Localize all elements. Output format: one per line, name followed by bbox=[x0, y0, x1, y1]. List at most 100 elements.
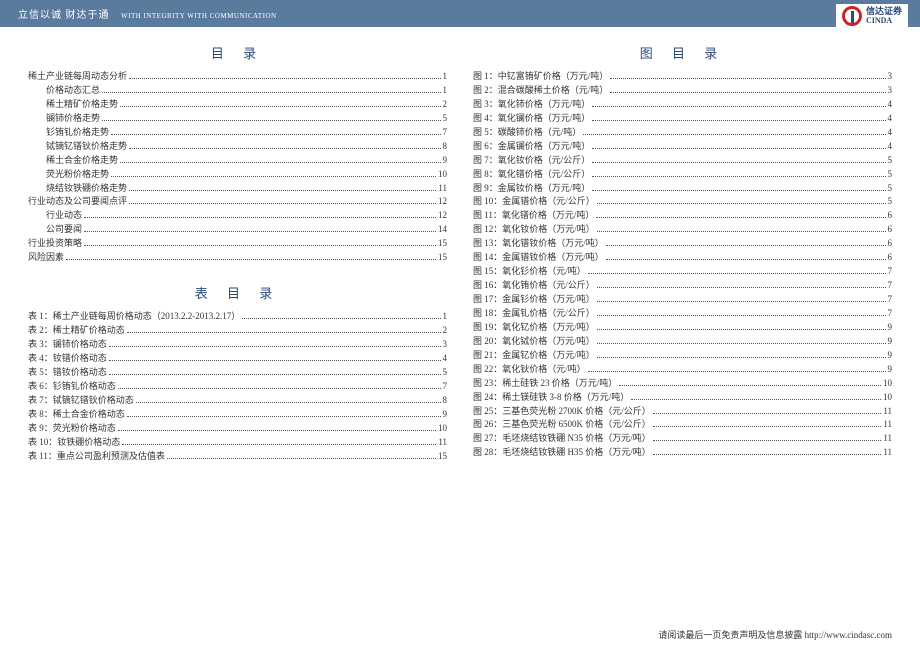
toc-label: 图 20：氧化铽价格（万元/吨） bbox=[473, 335, 595, 349]
toc-label: 图 28：毛坯烧结钕铁硼 H35 价格（万元/吨） bbox=[473, 446, 651, 460]
toc-page: 6 bbox=[888, 251, 893, 265]
toc-entry: 图 9：金属钕价格（万元/吨）5 bbox=[473, 182, 892, 196]
toc-label: 图 10：金属镨价格（元/公斤） bbox=[473, 195, 595, 209]
toc-label: 荧光粉价格走势 bbox=[46, 168, 109, 182]
toc-label: 图 25：三基色荧光粉 2700K 价格（元/公斤） bbox=[473, 405, 651, 419]
toc-label: 图 2：混合碳酸稀土价格（元/吨） bbox=[473, 84, 608, 98]
toc-dots bbox=[597, 287, 886, 288]
toc-label: 公司要闻 bbox=[46, 223, 82, 237]
toc-label: 图 5：碳酸铈价格（元/吨） bbox=[473, 126, 581, 140]
toc-dots bbox=[597, 329, 886, 330]
header-bar: 立信以诚 财达于通 WITH INTEGRITY WITH COMMUNICAT… bbox=[0, 0, 920, 27]
toc-entry: 图 24：稀土镁硅铁 3-8 价格（万元/吨）10 bbox=[473, 391, 892, 405]
toc-label: 图 13：氧化镨钕价格（万元/吨） bbox=[473, 237, 604, 251]
toc-label: 图 22：氧化钬价格（元/吨） bbox=[473, 363, 586, 377]
page-content: 目 录 稀土产业链每周动态分析1价格动态汇总1稀土精矿价格走势2镧铈价格走势5钐… bbox=[0, 27, 920, 463]
toc-page: 4 bbox=[888, 112, 893, 126]
logo-icon bbox=[842, 6, 862, 26]
toc-page: 3 bbox=[888, 70, 893, 84]
toc-dots bbox=[653, 413, 882, 414]
toc-entry: 图 19：氧化钇价格（万元/吨）9 bbox=[473, 321, 892, 335]
toc-page: 6 bbox=[888, 223, 893, 237]
toc-entry: 图 7：氧化钕价格（元/公斤）5 bbox=[473, 154, 892, 168]
toc-dots bbox=[109, 374, 441, 375]
toc-page: 5 bbox=[888, 168, 893, 182]
right-column: 图 目 录 图 1：中钇富铕矿价格（万元/吨）3图 2：混合碳酸稀土价格（元/吨… bbox=[473, 37, 892, 463]
toc-dots bbox=[596, 217, 885, 218]
toc-label: 图 6：金属镧价格（万元/吨） bbox=[473, 140, 590, 154]
toc-page: 14 bbox=[438, 223, 447, 237]
tables-list: 表 1：稀土产业链每周价格动态（2013.2.2-2013.2.17）1表 2：… bbox=[28, 310, 447, 463]
toc-dots bbox=[592, 176, 885, 177]
toc-page: 5 bbox=[443, 366, 448, 380]
toc-dots bbox=[109, 346, 441, 347]
toc-entry: 图 16：氧化铕价格（元/公斤）7 bbox=[473, 279, 892, 293]
toc-page: 11 bbox=[883, 418, 892, 432]
toc-label: 风险因素 bbox=[28, 251, 64, 265]
toc-dots bbox=[592, 162, 885, 163]
toc-entry: 荧光粉价格走势 10 bbox=[28, 168, 447, 182]
left-column: 目 录 稀土产业链每周动态分析1价格动态汇总1稀土精矿价格走势2镧铈价格走势5钐… bbox=[28, 37, 447, 463]
toc-label: 图 27：毛坯烧结钕铁硼 N35 价格（万元/吨） bbox=[473, 432, 651, 446]
toc-entry: 图 5：碳酸铈价格（元/吨）4 bbox=[473, 126, 892, 140]
tables-title: 表 目 录 bbox=[28, 283, 447, 302]
toc-dots bbox=[102, 120, 440, 121]
toc-label: 行业投资策略 bbox=[28, 237, 82, 251]
toc-entry: 稀土产业链每周动态分析1 bbox=[28, 70, 447, 84]
toc-entry: 图 17：金属钐价格（万元/吨）7 bbox=[473, 293, 892, 307]
toc-page: 10 bbox=[438, 168, 447, 182]
toc-page: 4 bbox=[888, 98, 893, 112]
toc-entry: 表 9：荧光粉价格动态10 bbox=[28, 422, 447, 436]
toc-label: 表 11：重点公司盈利预测及估值表 bbox=[28, 450, 165, 464]
toc-page: 7 bbox=[443, 380, 448, 394]
toc-entry: 图 1：中钇富铕矿价格（万元/吨） 3 bbox=[473, 70, 892, 84]
toc-page: 5 bbox=[443, 112, 448, 126]
toc-entry: 稀土精矿价格走势2 bbox=[28, 98, 447, 112]
toc-page: 6 bbox=[888, 237, 893, 251]
toc-page: 11 bbox=[438, 182, 447, 196]
toc-dots bbox=[84, 245, 436, 246]
toc-page: 10 bbox=[438, 422, 447, 436]
toc-dots bbox=[597, 315, 886, 316]
toc-entry: 公司要闻 14 bbox=[28, 223, 447, 237]
toc-entry: 稀土合金价格走势9 bbox=[28, 154, 447, 168]
toc-label: 图 8：氧化镨价格（元/公斤） bbox=[473, 168, 590, 182]
toc-dots bbox=[167, 458, 436, 459]
toc-entry: 表 7：铽镝钇镨钬价格动态8 bbox=[28, 394, 447, 408]
toc-page: 7 bbox=[888, 307, 893, 321]
toc-dots bbox=[592, 106, 885, 107]
toc-entry: 表 8：稀土合金价格动态 9 bbox=[28, 408, 447, 422]
toc-label: 图 4：氧化镧价格（万元/吨） bbox=[473, 112, 590, 126]
toc-label: 图 21：金属钇价格（万元/吨） bbox=[473, 349, 595, 363]
company-name-en: CINDA bbox=[866, 17, 902, 26]
toc-page: 11 bbox=[883, 432, 892, 446]
toc-label: 图 17：金属钐价格（万元/吨） bbox=[473, 293, 595, 307]
toc-page: 10 bbox=[883, 377, 892, 391]
toc-dots bbox=[653, 454, 882, 455]
toc-entry: 表 10：钕铁硼价格动态11 bbox=[28, 436, 447, 450]
toc-dots bbox=[111, 176, 436, 177]
toc-entry: 镧铈价格走势5 bbox=[28, 112, 447, 126]
toc-entry: 图 11：氧化镨价格（万元/吨）6 bbox=[473, 209, 892, 223]
toc-page: 15 bbox=[438, 450, 447, 464]
toc-label: 价格动态汇总 bbox=[46, 84, 100, 98]
toc-label: 稀土精矿价格走势 bbox=[46, 98, 118, 112]
toc-page: 15 bbox=[438, 251, 447, 265]
toc-page: 7 bbox=[443, 126, 448, 140]
toc-page: 9 bbox=[888, 335, 893, 349]
toc-entry: 表 2：稀土精矿价格动态2 bbox=[28, 324, 447, 338]
toc-dots bbox=[610, 78, 885, 79]
toc-label: 行业动态 bbox=[46, 209, 82, 223]
toc-dots bbox=[136, 402, 441, 403]
toc-page: 9 bbox=[443, 408, 448, 422]
toc-list: 稀土产业链每周动态分析1价格动态汇总1稀土精矿价格走势2镧铈价格走势5钐铕钆价格… bbox=[28, 70, 447, 265]
toc-dots bbox=[597, 343, 886, 344]
toc-dots bbox=[66, 259, 436, 260]
toc-label: 图 7：氧化钕价格（元/公斤） bbox=[473, 154, 590, 168]
toc-page: 12 bbox=[438, 209, 447, 223]
toc-dots bbox=[84, 231, 436, 232]
toc-label: 表 8：稀土合金价格动态 bbox=[28, 408, 125, 422]
toc-page: 8 bbox=[443, 140, 448, 154]
toc-page: 9 bbox=[888, 363, 893, 377]
toc-label: 图 1：中钇富铕矿价格（万元/吨） bbox=[473, 70, 608, 84]
